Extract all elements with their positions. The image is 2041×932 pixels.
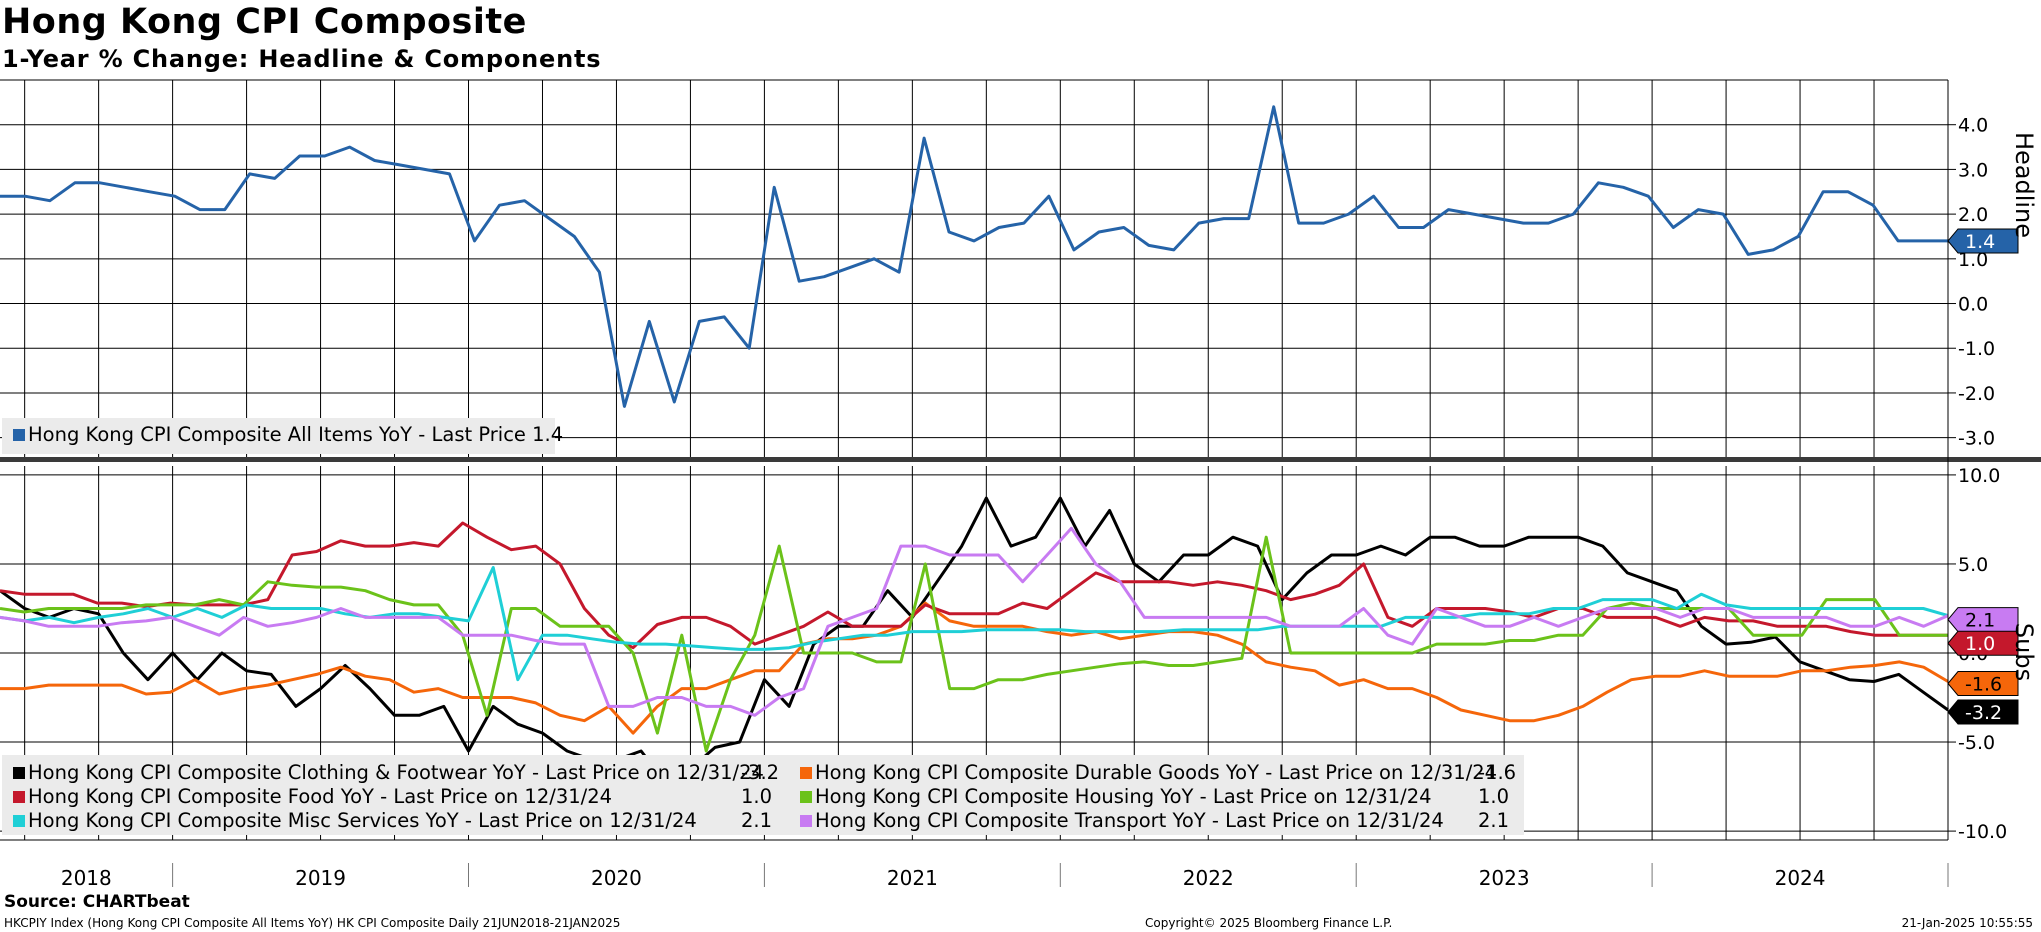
top-y-tick-label: -1.0	[1958, 338, 1995, 360]
year-label: 2023	[1479, 866, 1530, 890]
last-value-tag-label: -3.2	[1965, 702, 2002, 724]
year-label: 2018	[61, 866, 112, 890]
top-axis-title: Headline	[2010, 132, 2038, 238]
footer-index-description: HKCPIY Index (Hong Kong CPI Composite Al…	[4, 916, 621, 930]
top-y-tick-label: 3.0	[1958, 159, 1988, 181]
year-label: 2019	[295, 866, 346, 890]
legend-label: Hong Kong CPI Composite Clothing & Footw…	[28, 761, 764, 784]
x-axis-year-labels: 2018 2019 2020 2021 2022 2023 2024	[61, 863, 1949, 890]
last-value-tag	[1947, 228, 2019, 254]
series-line-1-4	[0, 566, 1949, 682]
bottom-panel-series	[0, 496, 1949, 785]
legend-label: Hong Kong CPI Composite Misc Services Yo…	[28, 809, 697, 832]
last-value-tag	[1947, 607, 2019, 633]
top-y-tick-label: 0.0	[1958, 294, 1988, 316]
bottom-y-tick-label: 5.0	[1958, 554, 1988, 576]
chart-subtitle: 1-Year % Change: Headline & Components	[2, 45, 602, 73]
legend-last-value: 1.0	[741, 785, 772, 808]
footer-copyright: Copyright© 2025 Bloomberg Finance L.P.	[1145, 916, 1393, 930]
legend-last-value: 2.1	[1478, 809, 1509, 832]
year-label: 2024	[1775, 866, 1826, 890]
series-line-1-5	[0, 526, 1949, 717]
top-panel-grid	[0, 80, 1949, 460]
bottom-y-tick-label: -5.0	[1958, 732, 1995, 754]
last-value-tag	[1947, 670, 2019, 696]
footer-timestamp: 21-Jan-2025 10:55:55	[1901, 916, 2033, 930]
legend-swatch	[13, 815, 25, 827]
legend-label: Hong Kong CPI Composite Housing YoY - La…	[815, 785, 1432, 808]
legend-last-value: 1.0	[1478, 785, 1509, 808]
chart-title: Hong Kong CPI Composite	[2, 2, 527, 42]
series-line-1-0	[0, 496, 1949, 785]
legend-label: Hong Kong CPI Composite Durable Goods Yo…	[815, 761, 1497, 784]
legend-last-value: 2.1	[741, 809, 772, 832]
legend-swatch	[13, 767, 25, 779]
last-value-tag-label: 1.0	[1965, 633, 1995, 655]
last-value-tag-label: 1.4	[1965, 231, 1995, 253]
bottom-y-tick-label: 10.0	[1958, 465, 2000, 487]
bottom-legend-box	[2, 755, 1524, 835]
panel-separator	[0, 457, 2041, 462]
bottom-axis-title: Subs	[2010, 623, 2038, 681]
axes	[0, 79, 2041, 841]
legends: Hong Kong CPI Composite All Items YoY - …	[2, 418, 1524, 835]
legend-swatch	[800, 815, 812, 827]
top-y-tick-label: -2.0	[1958, 383, 1995, 405]
legend-swatch	[800, 791, 812, 803]
top-y-tick-label: 4.0	[1958, 115, 1988, 137]
source-label: Source: CHARTbeat	[4, 892, 190, 912]
last-value-tag-label: 2.1	[1965, 610, 1995, 632]
legend-swatch	[13, 429, 25, 441]
series-line-0-0	[0, 105, 1948, 408]
legend-label: Hong Kong CPI Composite Transport YoY - …	[815, 809, 1444, 832]
legend-last-value: -1.6	[1478, 761, 1516, 784]
top-panel-series	[0, 105, 1948, 408]
year-label: 2022	[1183, 866, 1234, 890]
legend-last-value: -3.2	[741, 761, 779, 784]
top-y-tick-label: -3.0	[1958, 428, 1995, 450]
year-label: 2021	[887, 866, 938, 890]
legend-swatch	[13, 791, 25, 803]
top-y-axis-ticks: 4.0 3.0 2.0 1.0 0.0 -1.0 -2.0 -3.0	[1948, 115, 1995, 450]
series-line-1-2	[0, 521, 1948, 650]
series-line-1-3	[0, 535, 1948, 753]
legend-label: Hong Kong CPI Composite Food YoY - Last …	[28, 785, 612, 808]
last-value-tag	[1947, 630, 2019, 656]
legend-label: Hong Kong CPI Composite All Items YoY - …	[28, 423, 563, 446]
series-line-1-1	[0, 601, 1949, 735]
top-y-tick-label: 2.0	[1958, 204, 1988, 226]
last-value-tag	[1947, 699, 2019, 725]
bottom-y-tick-label: -10.0	[1958, 821, 2007, 843]
year-label: 2020	[591, 866, 642, 890]
top-y-tick-label: 1.0	[1958, 249, 1988, 271]
last-value-tags: 1.42.11.0-1.6-3.2	[1947, 228, 2019, 725]
legend-swatch	[800, 767, 812, 779]
last-value-tag-label: -1.6	[1965, 673, 2002, 695]
top-legend-box	[2, 418, 555, 454]
